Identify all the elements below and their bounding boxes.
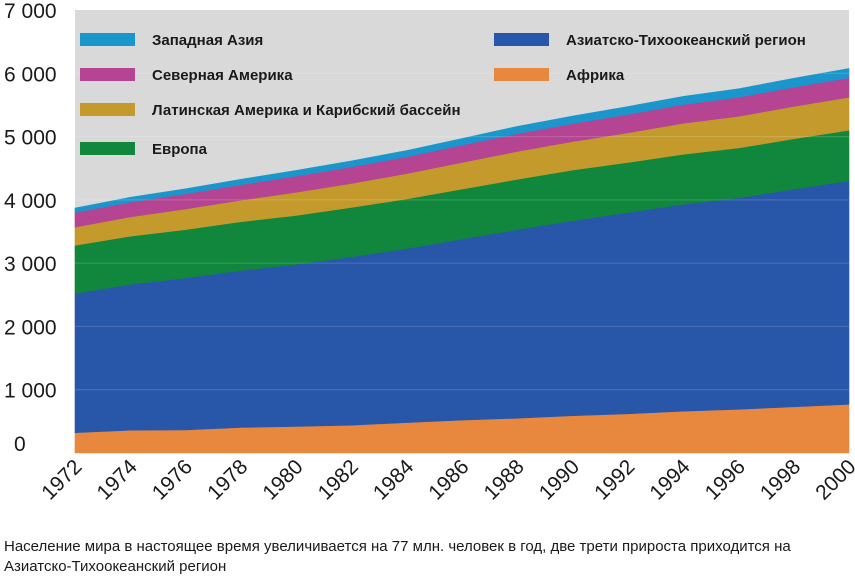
x-tick-label: 1998	[756, 455, 805, 504]
y-tick-label: 5 000	[4, 127, 57, 150]
legend-swatch	[80, 103, 135, 116]
x-tick-label: 1976	[148, 455, 197, 504]
x-tick-label: 1974	[93, 455, 143, 505]
x-tick-label: 1980	[258, 455, 307, 504]
y-tick-label: 4 000	[4, 190, 57, 213]
legend-label: Западная Азия	[152, 32, 263, 49]
y-tick-label: 6 000	[4, 63, 57, 86]
x-tick-label: 1992	[590, 455, 639, 504]
y-tick-label: 0	[14, 433, 26, 456]
x-axis-ticks: 1972 1974 1976 1978 1980 1982 1984 1986 1988 1990…	[37, 455, 855, 505]
y-tick-label: 7 000	[4, 0, 57, 23]
y-tick-label: 3 000	[4, 253, 57, 276]
x-tick-label: 1984	[369, 455, 419, 505]
stacked-area-chart: 0 1 000 2 000 3 000 4 000 5 000 6 000 7 000 197…	[4, 0, 855, 505]
legend-label: Латинская Америка и Карибский бассейн	[152, 102, 461, 119]
legend-label: Европа	[152, 141, 208, 158]
chart-caption: Население мира в настоящее время увеличи…	[4, 538, 791, 575]
legend-swatch	[494, 68, 549, 81]
legend-swatch	[80, 142, 135, 155]
legend-swatch	[494, 33, 549, 46]
legend-swatch	[80, 68, 135, 81]
grid-lines	[75, 72, 849, 391]
x-tick-label: 1990	[535, 455, 584, 504]
x-tick-label: 1978	[203, 455, 252, 504]
x-tick-label: 2000	[811, 455, 855, 504]
x-tick-label: 1972	[37, 455, 86, 504]
series-areas	[74, 68, 850, 454]
x-tick-label: 1996	[701, 455, 750, 504]
y-tick-label: 2 000	[4, 316, 57, 339]
legend-label: Африка	[566, 67, 625, 84]
x-tick-label: 1982	[314, 455, 363, 504]
legend-label: Азиатско-Тихоокеанский регион	[566, 32, 806, 49]
x-tick-label: 1988	[480, 455, 529, 504]
legend: Западная Азия Северная Америка Латинская А…	[80, 32, 806, 158]
y-tick-label: 1 000	[4, 380, 57, 403]
x-tick-label: 1994	[645, 455, 695, 505]
legend-swatch	[80, 33, 135, 46]
y-axis-ticks: 0 1 000 2 000 3 000 4 000 5 000 6 000 7 000	[4, 0, 57, 456]
series-area-5	[74, 68, 850, 213]
x-tick-label: 1986	[424, 455, 473, 504]
legend-label: Северная Америка	[152, 67, 293, 84]
